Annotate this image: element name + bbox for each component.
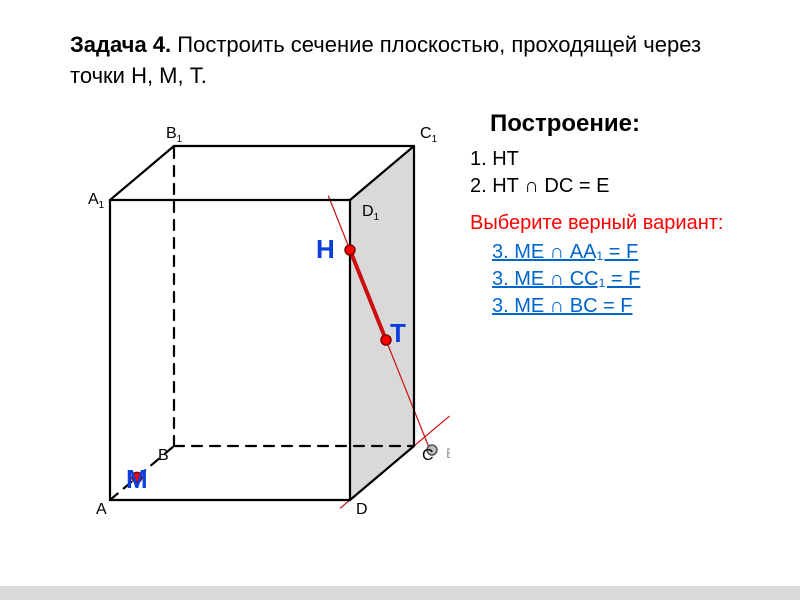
svg-text:T: T: [390, 318, 406, 348]
svg-text:D: D: [356, 501, 368, 518]
svg-text:A: A: [96, 501, 107, 518]
svg-text:B: B: [158, 447, 169, 464]
svg-text:A1: A1: [88, 191, 105, 211]
choices: 3. МЕ ∩ АА₁ = F 3. МЕ ∩ CС₁ = F 3. МЕ ∩ BС…: [470, 241, 730, 318]
footer-bar: [0, 586, 800, 600]
prism-diagram: ABCDA1B1C1D1HTME: [70, 110, 450, 530]
hint-text: Выберите верный вариант:: [470, 212, 730, 235]
problem-number: Задача 4.: [70, 32, 171, 57]
problem-title: Задача 4. Построить сечение плоскостью, …: [70, 30, 730, 92]
svg-text:C: C: [422, 447, 434, 464]
steps-list: 1. НТ 2. НТ ∩ DС = Е: [470, 148, 730, 198]
choice-link[interactable]: 3. МЕ ∩ BС = F: [492, 295, 730, 318]
svg-text:M: M: [126, 464, 148, 494]
choice-link[interactable]: 3. МЕ ∩ АА₁ = F: [492, 241, 730, 264]
construction-panel: Построение: 1. НТ 2. НТ ∩ DС = Е Выберите…: [470, 110, 730, 530]
svg-text:H: H: [316, 234, 335, 264]
svg-text:B1: B1: [166, 125, 183, 145]
step: 1. НТ: [470, 148, 730, 171]
step: 2. НТ ∩ DС = Е: [470, 175, 730, 198]
choice-link[interactable]: 3. МЕ ∩ CС₁ = F: [492, 268, 730, 291]
svg-text:E: E: [446, 445, 450, 461]
svg-text:C1: C1: [420, 125, 438, 145]
construction-heading: Построение:: [490, 110, 730, 138]
